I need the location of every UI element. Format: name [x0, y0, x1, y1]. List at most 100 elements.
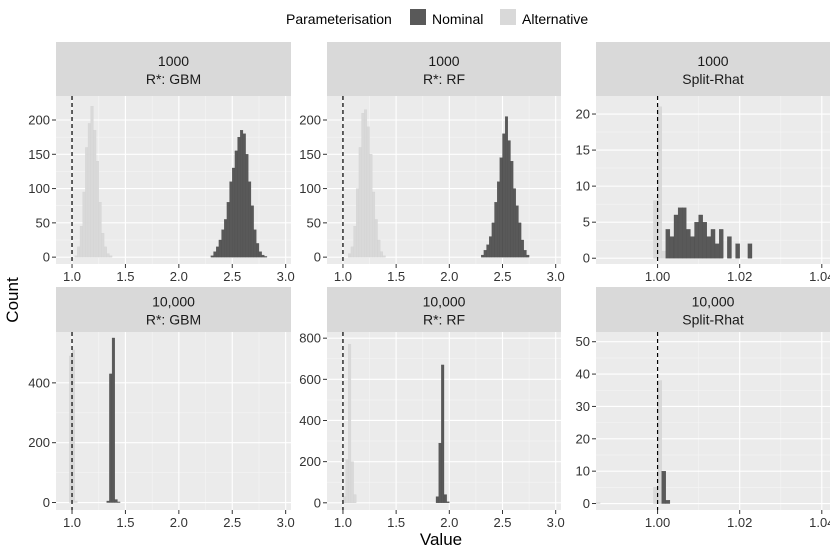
- bar-alternative: [77, 246, 81, 258]
- bar-alternative: [374, 219, 378, 258]
- bar-alternative: [98, 202, 102, 258]
- bar-nominal: [719, 229, 724, 259]
- y-tick-label: 0: [583, 496, 590, 511]
- facet-panel-5: 10,000 R*: RF 1.0 1.5 2.0 2.5 3.0 0 200 400 600 800: [299, 287, 565, 530]
- x-tick-label: 3.0: [547, 515, 565, 530]
- x-tick-label: 1.02: [727, 269, 752, 284]
- y-tick-label: 30: [576, 399, 590, 414]
- bar-nominal: [526, 254, 530, 258]
- bar-alternative: [101, 232, 105, 258]
- bar-nominal: [109, 373, 113, 503]
- bar-nominal: [494, 202, 498, 258]
- bar-alternative: [657, 106, 662, 259]
- bar-nominal: [237, 136, 241, 258]
- legend-key-nominal: [410, 9, 426, 25]
- bar-nominal: [673, 214, 679, 259]
- bar-alternative: [90, 106, 94, 258]
- bar-nominal: [502, 133, 506, 258]
- y-tick-label: 20: [576, 431, 590, 446]
- bar-nominal: [669, 236, 675, 259]
- bar-nominal: [443, 494, 447, 503]
- bar-nominal: [682, 207, 687, 259]
- legend-title: Parameterisation: [286, 11, 392, 27]
- legend-label-nominal: Nominal: [432, 11, 483, 27]
- bar-nominal: [261, 254, 265, 258]
- bar-alternative: [82, 191, 86, 258]
- x-tick-label: 2.0: [170, 515, 188, 530]
- y-tick-label: 15: [576, 143, 590, 158]
- x-tick-label: 2.5: [223, 515, 241, 530]
- y-tick-label: 10: [576, 179, 590, 194]
- y-tick-label: 400: [28, 375, 50, 390]
- x-tick-label: 3.0: [277, 269, 295, 284]
- bar-nominal: [216, 246, 220, 258]
- strip-label-metric: R*: RF: [423, 71, 465, 87]
- bar-nominal: [240, 130, 244, 258]
- facet-panel-1: 1000 R*: GBM 1.0 1.5 2.0 2.5 3.0 0 50 100 150 200: [28, 42, 295, 284]
- x-tick-label: 1.5: [116, 515, 134, 530]
- y-tick-label: 40: [576, 367, 590, 382]
- bar-alternative: [653, 200, 658, 259]
- x-tick-label: 1.00: [645, 515, 670, 530]
- bar-alternative: [345, 459, 349, 503]
- bar-nominal: [489, 236, 493, 258]
- strip-label-sample-size: 10,000: [423, 294, 466, 310]
- x-tick-label: 1.00: [645, 269, 670, 284]
- bar-nominal: [727, 236, 732, 259]
- bar-alternative: [372, 191, 376, 258]
- strip-label-sample-size: 10,000: [692, 294, 735, 310]
- x-tick-label: 1.04: [809, 269, 830, 284]
- bar-alternative: [369, 154, 373, 258]
- bar-nominal: [698, 214, 703, 259]
- strip-background: [56, 287, 291, 332]
- histogram-bars: [342, 344, 450, 503]
- y-tick-label: 0: [314, 250, 321, 265]
- strip-label-sample-size: 10,000: [152, 294, 195, 310]
- y-tick-label: 200: [299, 454, 321, 469]
- bar-alternative: [350, 461, 354, 503]
- bar-nominal: [706, 236, 712, 259]
- bar-nominal: [210, 255, 214, 258]
- y-tick-label: 50: [576, 334, 590, 349]
- bar-nominal: [520, 239, 524, 258]
- bar-nominal: [446, 501, 450, 503]
- histogram-bars: [653, 106, 753, 259]
- x-axis-title: Value: [420, 530, 462, 549]
- bar-nominal: [232, 167, 236, 258]
- bar-alternative: [74, 500, 78, 503]
- bar-alternative: [74, 255, 78, 258]
- y-tick-label: 0: [43, 495, 50, 510]
- panel-background: [56, 332, 291, 510]
- strip-label-metric: R*: GBM: [146, 71, 201, 87]
- strip-label-metric: R*: GBM: [146, 312, 201, 328]
- x-tick-label: 1.02: [727, 515, 752, 530]
- bar-alternative: [366, 126, 370, 258]
- strip-background: [327, 287, 561, 332]
- bar-nominal: [661, 471, 666, 504]
- y-tick-label: 150: [28, 147, 50, 162]
- histogram-bars: [348, 109, 530, 258]
- x-tick-label: 2.5: [223, 269, 241, 284]
- bar-nominal: [714, 243, 720, 259]
- bar-nominal: [226, 202, 230, 258]
- bar-nominal: [224, 219, 228, 258]
- bar-alternative: [358, 147, 362, 258]
- bar-nominal: [515, 205, 519, 258]
- bar-nominal: [250, 205, 254, 258]
- y-tick-label: 5: [583, 215, 590, 230]
- strip-label-sample-size: 1000: [158, 53, 189, 69]
- bar-nominal: [435, 496, 439, 503]
- bar-nominal: [218, 239, 222, 258]
- bar-alternative: [95, 160, 99, 258]
- bar-alternative: [353, 226, 357, 258]
- y-tick-label: 50: [307, 215, 321, 230]
- bar-nominal: [512, 188, 516, 258]
- bar-nominal: [747, 243, 753, 259]
- facet-panel-4: 10,000 R*: GBM 1.0 1.5 2.0 2.5 3.0 0 200 400: [28, 287, 295, 530]
- bar-alternative: [657, 380, 662, 504]
- bar-nominal: [483, 250, 487, 258]
- bar-alternative: [653, 487, 658, 504]
- y-tick-label: 600: [299, 372, 321, 387]
- legend-label-alternative: Alternative: [522, 11, 588, 27]
